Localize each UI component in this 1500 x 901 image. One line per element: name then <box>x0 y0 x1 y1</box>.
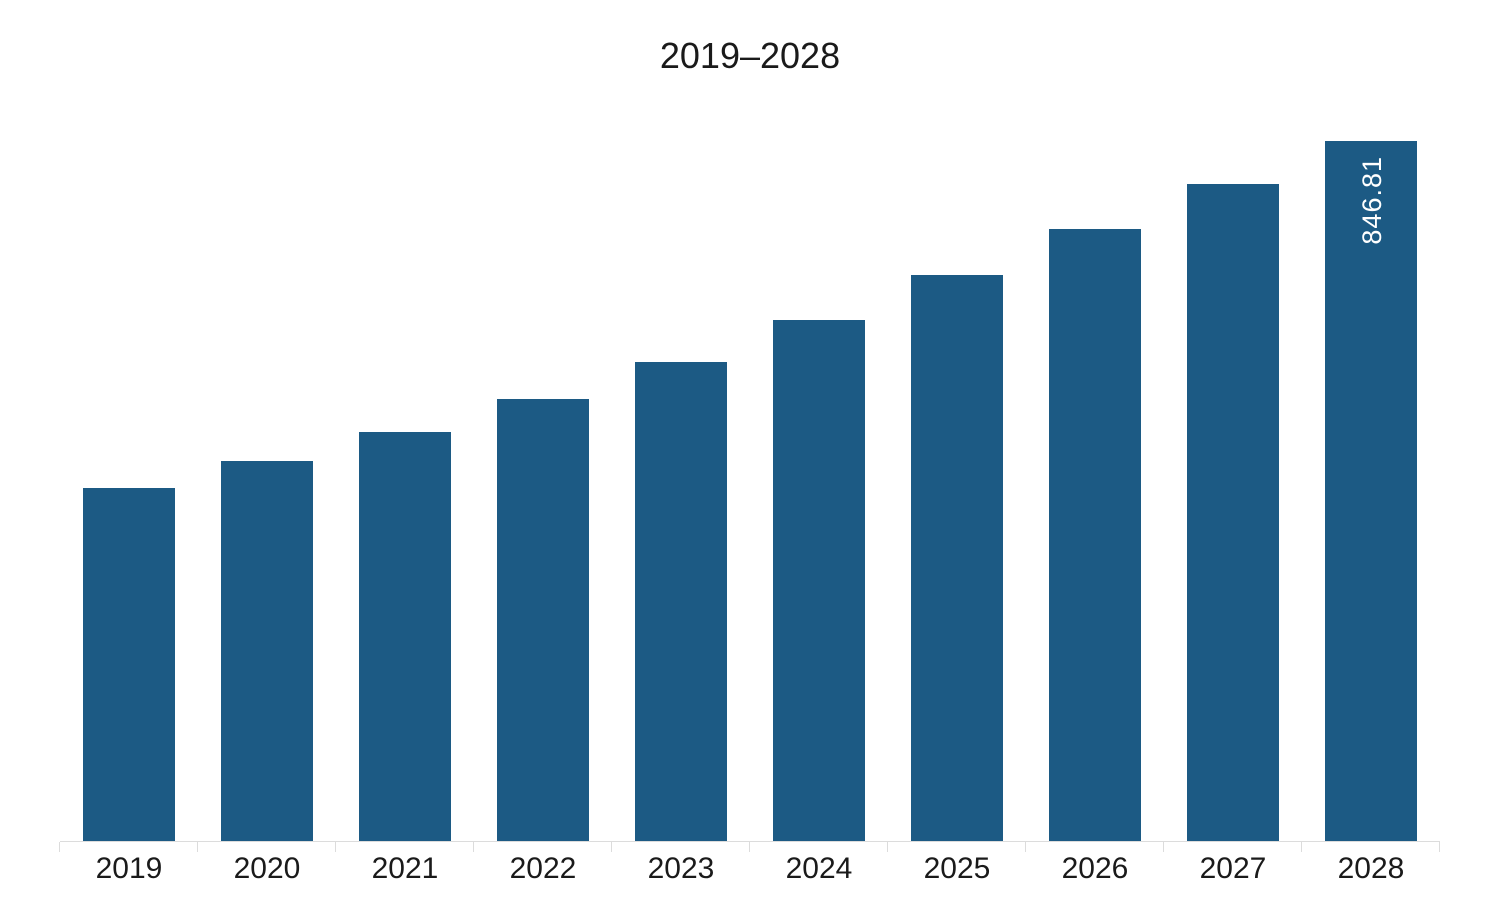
chart-title: 2019–2028 <box>60 35 1440 77</box>
bar-slot <box>612 97 750 841</box>
bar <box>773 320 865 841</box>
x-tick-group: 2019 <box>60 852 198 886</box>
x-axis: 2019202020212022202320242025202620272028 <box>60 852 1440 886</box>
x-axis-label: 2025 <box>888 852 1026 886</box>
bar-slot <box>1164 97 1302 841</box>
bar <box>221 461 313 841</box>
bar: 846.81 <box>1325 141 1417 841</box>
bar-slot <box>750 97 888 841</box>
bar <box>911 275 1003 841</box>
x-tick <box>1025 842 1026 852</box>
bar <box>1187 184 1279 841</box>
x-tick-group: 2021 <box>336 852 474 886</box>
x-axis-label: 2026 <box>1026 852 1164 886</box>
x-axis-label: 2021 <box>336 852 474 886</box>
bar-slot <box>336 97 474 841</box>
x-axis-label: 2027 <box>1164 852 1302 886</box>
x-axis-label: 2024 <box>750 852 888 886</box>
bar-slot <box>1026 97 1164 841</box>
bar-slot <box>888 97 1026 841</box>
chart-container: 2019–2028 846.81 20192020202120222023202… <box>0 0 1500 901</box>
x-tick <box>1163 842 1164 852</box>
bar-slot: 846.81 <box>1302 97 1440 841</box>
bar-slot <box>198 97 336 841</box>
x-tick <box>473 842 474 852</box>
x-tick-group: 2023 <box>612 852 750 886</box>
bar-slot <box>474 97 612 841</box>
x-tick-group: 2025 <box>888 852 1026 886</box>
plot-area: 846.81 <box>60 97 1440 842</box>
bar-slot <box>60 97 198 841</box>
bar-value-label: 846.81 <box>1357 156 1388 245</box>
x-tick-group: 2022 <box>474 852 612 886</box>
x-axis-label: 2028 <box>1302 852 1440 886</box>
x-tick <box>749 842 750 852</box>
bar <box>635 362 727 841</box>
x-tick <box>197 842 198 852</box>
x-tick <box>611 842 612 852</box>
x-axis-label: 2019 <box>60 852 198 886</box>
x-axis-label: 2020 <box>198 852 336 886</box>
x-axis-label: 2022 <box>474 852 612 886</box>
bar <box>1049 229 1141 841</box>
x-axis-label: 2023 <box>612 852 750 886</box>
x-tick <box>1439 842 1440 852</box>
x-tick-group: 2028 <box>1302 852 1440 886</box>
x-tick <box>1301 842 1302 852</box>
bars-group: 846.81 <box>60 97 1440 841</box>
x-tick-group: 2027 <box>1164 852 1302 886</box>
bar <box>359 432 451 841</box>
x-tick <box>59 842 60 852</box>
x-tick-group: 2026 <box>1026 852 1164 886</box>
x-tick-group: 2024 <box>750 852 888 886</box>
x-tick <box>335 842 336 852</box>
bar <box>497 399 589 841</box>
bar <box>83 488 175 841</box>
x-tick-group: 2020 <box>198 852 336 886</box>
x-tick <box>887 842 888 852</box>
